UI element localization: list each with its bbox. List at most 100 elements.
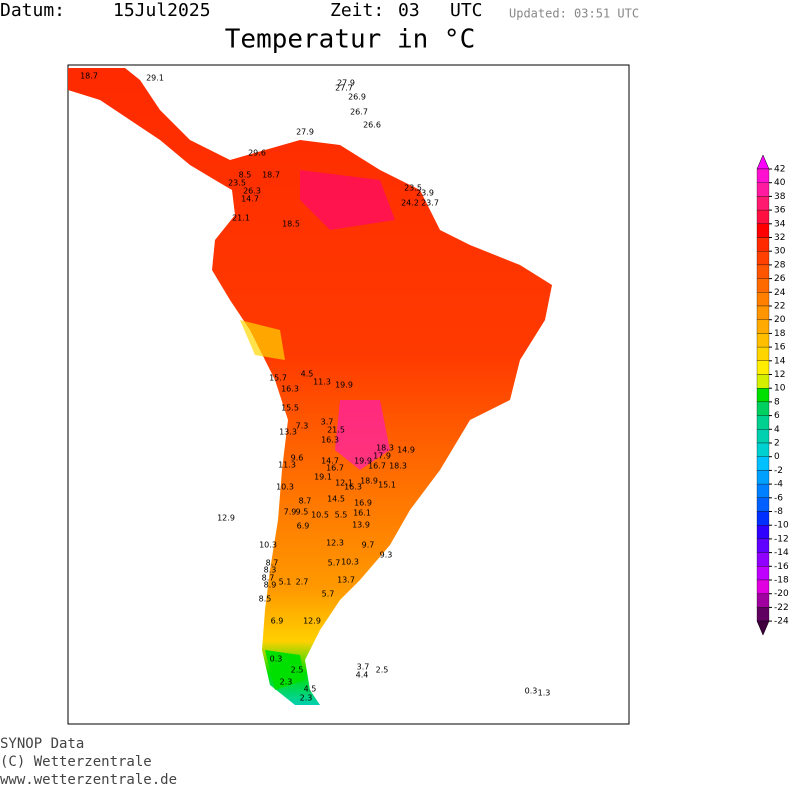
- legend-label: -20: [774, 589, 789, 599]
- legend-label: 16: [774, 343, 786, 353]
- legend-label: 26: [774, 274, 786, 284]
- legend-band: [756, 579, 770, 594]
- station-value: 2.3: [300, 694, 313, 703]
- station-value: 27.9: [296, 128, 314, 137]
- legend-band: [756, 360, 770, 375]
- station-value: 8.9: [264, 581, 277, 590]
- station-value: 29.6: [248, 149, 266, 158]
- legend-band: [756, 497, 770, 512]
- station-value: 13.7: [337, 576, 355, 585]
- station-value: 29.1: [146, 74, 164, 83]
- station-value: 16.9: [354, 499, 372, 508]
- legend-band: [756, 209, 770, 224]
- legend-label: 6: [774, 411, 780, 421]
- footer-line: SYNOP Data: [0, 736, 84, 752]
- station-value: 18.9: [360, 477, 378, 486]
- legend-label: 32: [774, 233, 785, 243]
- station-value: 0.3: [525, 687, 538, 696]
- legend-band: [756, 401, 770, 416]
- legend-label: 20: [774, 315, 786, 325]
- legend-label: 22: [774, 302, 785, 312]
- updated: Updated: 03:51 UTC: [509, 7, 639, 21]
- station-value: 4.4: [356, 671, 369, 680]
- station-value: 8.5: [259, 595, 272, 604]
- legend-under: [756, 620, 770, 636]
- station-value: 18.3: [389, 462, 407, 471]
- station-value: 9.5: [296, 508, 309, 517]
- legend-label: -2: [774, 466, 783, 476]
- legend-label: -8: [774, 507, 783, 517]
- legend-band: [756, 292, 770, 307]
- legend-label: 12: [774, 370, 785, 380]
- station-value: 6.9: [297, 522, 310, 531]
- datum: 15Jul2025: [113, 0, 211, 21]
- legend-band: [756, 429, 770, 444]
- legend-band: [756, 511, 770, 526]
- station-value: 17.9: [373, 452, 391, 461]
- legend-band: [756, 333, 770, 348]
- station-value: 21.1: [232, 214, 250, 223]
- station-value: 24.2: [401, 199, 419, 208]
- station-value: 16.1: [353, 509, 371, 518]
- station-value: 26.7: [350, 108, 368, 117]
- legend-label: 18: [774, 329, 786, 339]
- legend-band: [756, 168, 770, 183]
- zeit-label: Zeit:: [330, 0, 384, 21]
- station-value: 27.9: [337, 79, 355, 88]
- legend-label: -12: [774, 534, 789, 544]
- legend-band: [756, 470, 770, 485]
- legend-label: 36: [774, 206, 786, 216]
- station-value: 6.9: [271, 617, 284, 626]
- station-value: 12.9: [303, 617, 321, 626]
- station-value: 2.7: [296, 578, 309, 587]
- station-value: 8.7: [266, 559, 279, 568]
- legend-band: [756, 223, 770, 238]
- station-value: 2.5: [376, 666, 389, 675]
- legend-label: -22: [774, 603, 789, 613]
- station-value: 12.9: [217, 514, 235, 523]
- station-value: 18.7: [262, 171, 280, 180]
- legend-label: -4: [774, 480, 783, 490]
- legend-band: [756, 388, 770, 403]
- zone: UTC: [450, 0, 483, 21]
- station-value: 18.3: [376, 444, 394, 453]
- station-value: 12.1: [335, 479, 353, 488]
- legend-label: -24: [774, 617, 789, 627]
- legend-band: [756, 593, 770, 608]
- station-value: 15.5: [281, 404, 299, 413]
- station-value: 5.7: [322, 590, 335, 599]
- legend-band: [756, 319, 770, 334]
- station-value: 23.9: [416, 189, 434, 198]
- legend-band: [756, 415, 770, 430]
- legend-band: [756, 456, 770, 471]
- station-value: 26.3: [243, 187, 261, 196]
- station-value: 16.7: [368, 462, 386, 471]
- station-value: 14.7: [241, 195, 259, 204]
- land: [68, 68, 552, 705]
- legend-band: [756, 196, 770, 211]
- legend-band: [756, 278, 770, 293]
- station-value: 3.7: [321, 418, 334, 427]
- legend-label: -18: [774, 576, 789, 586]
- station-value: 13.3: [279, 428, 297, 437]
- legend-label: -6: [774, 493, 783, 503]
- station-value: 14.5: [327, 495, 345, 504]
- legend-label: -16: [774, 562, 789, 572]
- station-value: 8.3: [264, 566, 277, 575]
- station-value: 11.3: [278, 461, 296, 470]
- station-value: 9.7: [362, 541, 375, 550]
- station-value: 26.9: [348, 93, 366, 102]
- station-value: 11.3: [313, 378, 331, 387]
- station-value: 23.5: [228, 179, 246, 188]
- station-value: 10.5: [311, 511, 329, 520]
- station-value: 3.7: [357, 663, 370, 672]
- station-value: 4.5: [301, 370, 314, 379]
- legend-label: 28: [774, 260, 786, 270]
- legend-band: [756, 442, 770, 457]
- legend-band: [756, 552, 770, 567]
- legend-label: 38: [774, 192, 786, 202]
- station-value: 5.7: [328, 559, 341, 568]
- station-value: 5.5: [335, 511, 348, 520]
- legend-label: 14: [774, 356, 786, 366]
- legend-label: 24: [774, 288, 786, 298]
